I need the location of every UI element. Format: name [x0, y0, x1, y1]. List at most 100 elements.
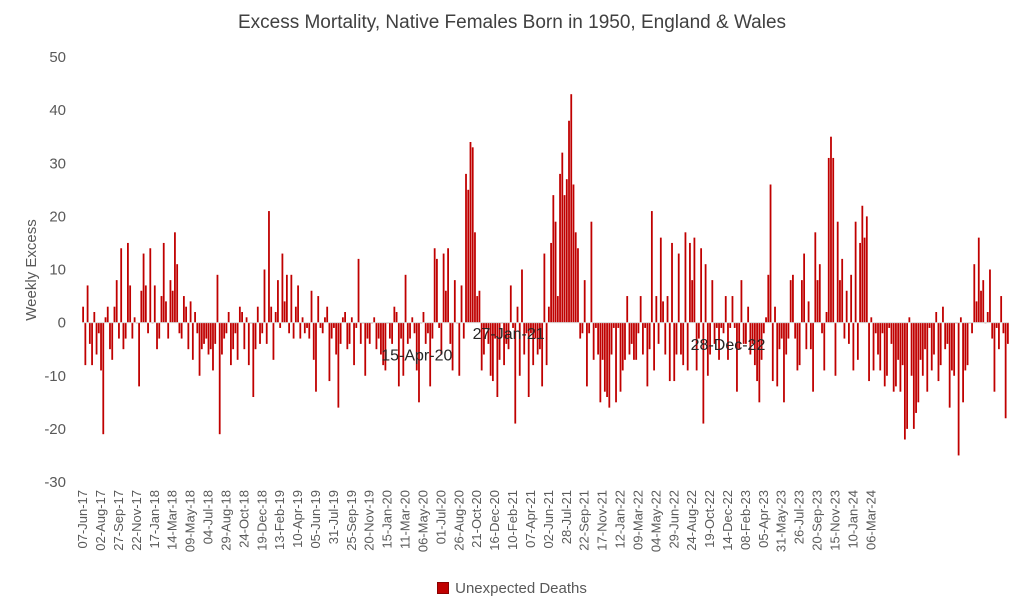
- bar: [753, 322, 756, 366]
- bar: [637, 322, 640, 334]
- bar: [1006, 322, 1009, 344]
- bar: [745, 322, 747, 344]
- bar: [642, 322, 644, 355]
- bar: [366, 322, 369, 339]
- bar: [115, 280, 118, 323]
- bar: [270, 306, 273, 323]
- x-axis: 07-Jun-17 02-Aug-17 27-Sep-17 22-Nov-17 17-J…: [75, 322, 1009, 552]
- bar: [823, 322, 826, 371]
- bar: [124, 322, 127, 339]
- x-tick-label: 10-Feb-21: [505, 490, 520, 550]
- bar: [740, 280, 743, 323]
- bar: [814, 232, 817, 323]
- bar: [747, 306, 750, 323]
- bar: [156, 322, 158, 350]
- bar: [102, 322, 105, 435]
- legend-label: Unexpected Deaths: [455, 580, 587, 597]
- bar: [554, 221, 557, 323]
- bar: [357, 258, 360, 323]
- bar: [767, 274, 770, 323]
- bar: [975, 301, 978, 323]
- bar: [431, 322, 434, 339]
- bar: [612, 322, 615, 328]
- bar: [194, 312, 196, 323]
- x-tick-label: 22-Sep-21: [577, 490, 592, 551]
- bar: [816, 280, 819, 323]
- bar: [196, 322, 199, 334]
- bar: [471, 147, 474, 323]
- bar: [574, 232, 577, 323]
- bar: [350, 317, 353, 323]
- bar: [364, 322, 367, 376]
- bar: [675, 322, 678, 355]
- bar: [610, 322, 613, 355]
- bar: [982, 280, 985, 323]
- x-tick-label: 20-Sep-23: [810, 490, 825, 551]
- x-tick-label: 05-Apr-23: [756, 490, 771, 548]
- bar: [424, 322, 427, 344]
- x-tick-label: 12-Jan-22: [613, 490, 628, 549]
- bar: [854, 221, 857, 323]
- bar: [189, 301, 192, 323]
- bar: [736, 322, 738, 392]
- bar: [447, 248, 449, 323]
- bar: [881, 322, 884, 334]
- bar: [597, 322, 600, 355]
- bar: [436, 258, 438, 323]
- bar: [888, 322, 891, 328]
- bar: [843, 322, 846, 339]
- x-tick-label: 31-Jul-19: [326, 490, 341, 544]
- bar: [346, 322, 349, 350]
- bar: [727, 322, 729, 360]
- bar: [760, 322, 763, 360]
- bar: [88, 322, 91, 344]
- bar: [498, 322, 501, 360]
- bar: [865, 216, 868, 323]
- y-axis: 50 40 30 20 10 0 -10 -20 -30: [44, 49, 66, 491]
- bar: [720, 322, 723, 328]
- bar: [532, 322, 535, 366]
- bar: [104, 317, 107, 323]
- bar: [778, 322, 781, 350]
- bar: [621, 322, 624, 371]
- bar: [762, 322, 765, 334]
- bar: [895, 322, 897, 387]
- bar: [852, 322, 855, 371]
- bar: [485, 322, 488, 328]
- x-tick-label: 11-Mar-20: [398, 490, 413, 549]
- bar: [333, 322, 335, 328]
- bar: [933, 322, 935, 355]
- bar: [1004, 322, 1007, 419]
- bar: [236, 322, 239, 360]
- bar: [809, 322, 812, 350]
- bar: [980, 290, 982, 323]
- bar: [939, 322, 942, 366]
- bar: [586, 322, 588, 387]
- peak-annotation: 28-Dec-22: [691, 337, 766, 354]
- bar: [870, 317, 873, 323]
- bar: [624, 322, 626, 360]
- bar: [709, 322, 711, 355]
- bar: [281, 253, 284, 323]
- x-tick-label: 19-Dec-18: [254, 490, 269, 551]
- bar: [731, 296, 734, 323]
- bar: [581, 322, 584, 334]
- bar: [733, 322, 736, 328]
- bar: [619, 322, 622, 392]
- bar: [158, 322, 161, 339]
- bar: [223, 322, 226, 339]
- bar: [550, 242, 552, 323]
- bar: [615, 322, 617, 403]
- bar: [234, 322, 237, 334]
- bar: [82, 306, 85, 323]
- bar: [299, 322, 302, 339]
- bar: [277, 280, 279, 323]
- bar: [635, 322, 638, 360]
- bar: [182, 296, 185, 323]
- bar: [742, 322, 745, 344]
- bar: [465, 173, 467, 323]
- x-tick-label: 19-Oct-22: [702, 490, 717, 548]
- bar: [321, 322, 324, 334]
- bar: [324, 317, 326, 323]
